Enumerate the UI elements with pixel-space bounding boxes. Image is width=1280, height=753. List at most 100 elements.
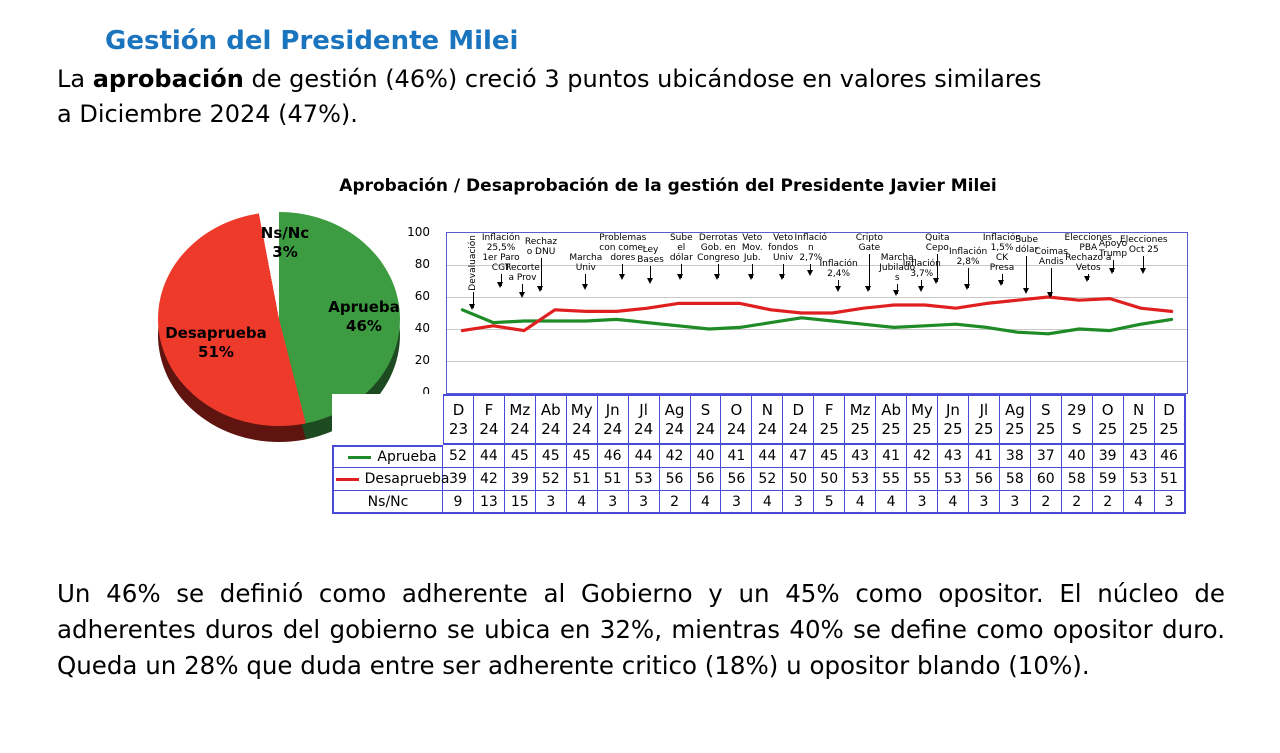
value-cell: 37 (1030, 445, 1062, 468)
month-header-cell: D 25 (1154, 394, 1186, 445)
value-cell: 59 (1092, 468, 1124, 491)
value-cell: 39 (1092, 445, 1124, 468)
value-cell: 44 (752, 445, 784, 468)
value-cell: 3 (999, 491, 1031, 514)
intro-paragraph: La aprobación de gestión (46%) creció 3 … (57, 62, 1232, 132)
legend-cell-aprueba: Aprueba (332, 445, 443, 468)
value-cell: 43 (1123, 445, 1155, 468)
value-cell: 53 (845, 468, 877, 491)
series-line-desaprueba (460, 295, 1174, 333)
event-annotation: Recorte a Prov (490, 263, 556, 298)
annotation-arrow-icon (998, 274, 1004, 286)
annotation-arrow-icon (497, 274, 503, 288)
intro-text-bold: aprobación (92, 65, 244, 93)
event-annotation: Inflación 1,5% CK Presa (969, 233, 1035, 286)
value-cell: 39 (504, 468, 536, 491)
pie-face (158, 212, 400, 426)
value-cell: 52 (752, 468, 784, 491)
month-header-cell: N 25 (1123, 394, 1155, 445)
value-cell: 15 (504, 491, 536, 514)
value-cell: 4 (845, 491, 877, 514)
value-cell: 56 (721, 468, 753, 491)
y-axis: 0 20 40 60 80 100 (398, 225, 438, 399)
page-title: Gestión del Presidente Milei (105, 26, 519, 56)
event-annotation: Coimas Andis (1018, 247, 1084, 298)
value-cell: 40 (690, 445, 722, 468)
annotation-arrow-icon (748, 264, 755, 280)
annotation-arrow-icon (834, 280, 841, 292)
value-cell: 41 (968, 445, 1000, 468)
gridline (447, 361, 1187, 362)
gridline (447, 329, 1187, 330)
value-cell: 50 (814, 468, 846, 491)
event-annotation: Sube dólar (994, 235, 1060, 294)
value-cell: 39 (443, 468, 474, 491)
value-cell: 4 (938, 491, 969, 514)
value-cell: 2 (1092, 491, 1124, 514)
value-cell: 56 (659, 468, 691, 491)
annotation-arrow-icon (677, 264, 684, 280)
value-cell: 58 (1061, 468, 1093, 491)
event-annotation: Inflación 25,5% 1er Paro CGT (468, 233, 534, 288)
month-header-cell: F 24 (473, 394, 505, 445)
month-header-cell: My 24 (566, 394, 598, 445)
value-cell: 4 (752, 491, 784, 514)
value-cell: 45 (504, 445, 536, 468)
gridline (447, 297, 1187, 298)
pie-slice-label: Aprueba 46% (328, 298, 400, 335)
value-cell: 3 (783, 491, 815, 514)
y-tick-label: 20 (414, 353, 430, 367)
event-annotation: Ley Bases (618, 245, 684, 284)
value-cell: 45 (814, 445, 846, 468)
value-cell: 55 (907, 468, 938, 491)
value-cell: 3 (907, 491, 938, 514)
intro-text-pre: La (57, 65, 93, 93)
line-plot: Devaluación Inflación 25,5% 1er Paro CGT Rech… (446, 232, 1188, 394)
value-cell: 50 (783, 468, 815, 491)
value-cell: 44 (628, 445, 660, 468)
value-cell: 2 (1061, 491, 1093, 514)
annotation-arrow-icon (581, 274, 588, 290)
annotation-arrow-icon (933, 254, 940, 284)
event-annotation: Quita Cepo (904, 233, 970, 284)
value-cell: 43 (845, 445, 877, 468)
value-cell: 55 (876, 468, 908, 491)
value-cell: 45 (566, 445, 598, 468)
legend-line-swatch (348, 455, 372, 459)
value-cell: 42 (907, 445, 938, 468)
event-annotation: Veto fondos Univ (750, 233, 816, 280)
value-cell: 43 (938, 445, 969, 468)
value-cell: 53 (1123, 468, 1155, 491)
value-cell: 38 (999, 445, 1031, 468)
month-header-cell: 29 S (1061, 394, 1093, 445)
value-cell: 47 (783, 445, 815, 468)
month-header-cell: Mz 25 (845, 394, 877, 445)
month-header-cell: Ab 25 (876, 394, 908, 445)
intro-text-post: de gestión (46%) creció 3 puntos ubicánd… (57, 65, 1042, 128)
value-cell: 46 (1154, 445, 1186, 468)
value-cell: 60 (1030, 468, 1062, 491)
annotation-arrow-icon (537, 258, 543, 292)
value-cell: 52 (535, 468, 567, 491)
month-header-cell: Jn 24 (597, 394, 629, 445)
y-tick-label: 60 (414, 289, 430, 303)
value-cell: 53 (628, 468, 660, 491)
value-cell: 3 (628, 491, 660, 514)
month-header-cell: F 25 (814, 394, 846, 445)
annotation-arrow-icon (865, 254, 872, 292)
value-cell: 4 (876, 491, 908, 514)
outro-paragraph: Un 46% se definió como adherente al Gobi… (57, 579, 1225, 680)
annotation-arrow-icon (1109, 260, 1115, 274)
month-header-cell: S 24 (690, 394, 722, 445)
event-annotation: Elecciones Oct 25 (1111, 235, 1177, 274)
legend-cell-nsnc: Ns/Nc (332, 491, 443, 514)
annotation-arrow-icon (964, 268, 971, 290)
annotation-arrow-icon (1047, 268, 1054, 298)
month-header-cell: S 25 (1030, 394, 1062, 445)
value-cell: 5 (814, 491, 846, 514)
month-header-cell: Mz 24 (504, 394, 536, 445)
gridline (447, 265, 1187, 266)
event-annotation: Rechaz o DNU (508, 237, 574, 292)
annotation-arrow-icon (518, 284, 525, 298)
